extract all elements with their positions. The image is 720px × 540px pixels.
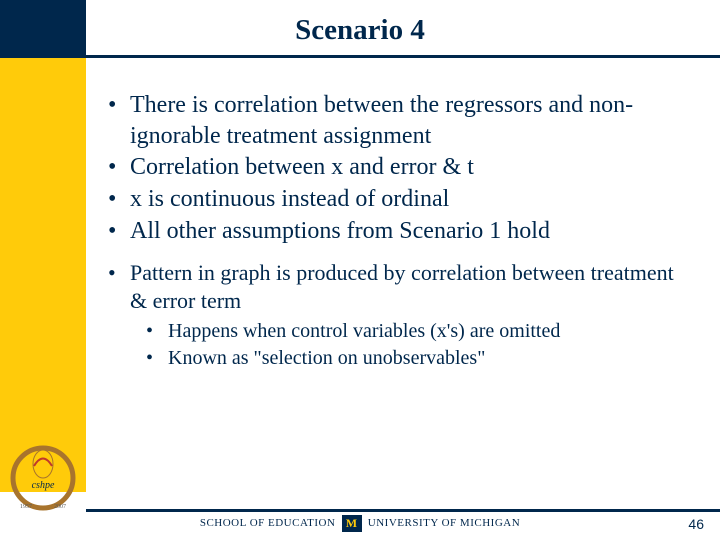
bullet-item: • Correlation between x and error & t <box>108 152 688 183</box>
bullet-dot: • <box>108 184 130 215</box>
footer-left: SCHOOL OF EDUCATION <box>200 517 336 529</box>
page-number: 46 <box>688 516 704 532</box>
footer-right: UNIVERSITY OF MICHIGAN <box>368 517 520 529</box>
slide-content: • There is correlation between the regre… <box>108 90 688 372</box>
bullet-text: Pattern in graph is produced by correlat… <box>130 259 688 316</box>
bullet-dot: • <box>146 318 168 345</box>
bullet-item: • There is correlation between the regre… <box>108 90 688 151</box>
bullet-dot: • <box>108 216 130 247</box>
bullet-text: Happens when control variables (x's) are… <box>168 318 688 345</box>
sub-bullet-item: • Known as "selection on unobservables" <box>146 345 688 372</box>
bullet-dot: • <box>108 259 130 316</box>
slide-title: Scenario 4 <box>0 14 720 47</box>
svg-text:1957: 1957 <box>20 504 32 510</box>
bullet-item: • Pattern in graph is produced by correl… <box>108 259 688 316</box>
bullet-text: Correlation between x and error & t <box>130 152 688 183</box>
bullet-item: • x is continuous instead of ordinal <box>108 184 688 215</box>
bullet-text: There is correlation between the regress… <box>130 90 688 151</box>
michigan-m-icon: M <box>342 515 362 532</box>
bullet-text: Known as "selection on unobservables" <box>168 345 688 372</box>
footer-rule <box>86 509 720 512</box>
sub-bullet-item: • Happens when control variables (x's) a… <box>146 318 688 345</box>
bullet-item: • All other assumptions from Scenario 1 … <box>108 216 688 247</box>
bullet-dot: • <box>108 152 130 183</box>
svg-text:2007: 2007 <box>54 504 66 510</box>
bullet-dot: • <box>108 90 130 151</box>
svg-text:cshpe: cshpe <box>32 480 55 491</box>
footer-branding: SCHOOL OF EDUCATION M UNIVERSITY OF MICH… <box>0 515 720 532</box>
cshpe-logo: cshpe 1957 2007 <box>4 436 82 514</box>
left-maize-block <box>0 58 86 492</box>
bullet-dot: • <box>146 345 168 372</box>
title-underline <box>86 55 720 58</box>
bullet-text: All other assumptions from Scenario 1 ho… <box>130 216 688 247</box>
bullet-text: x is continuous instead of ordinal <box>130 184 688 215</box>
